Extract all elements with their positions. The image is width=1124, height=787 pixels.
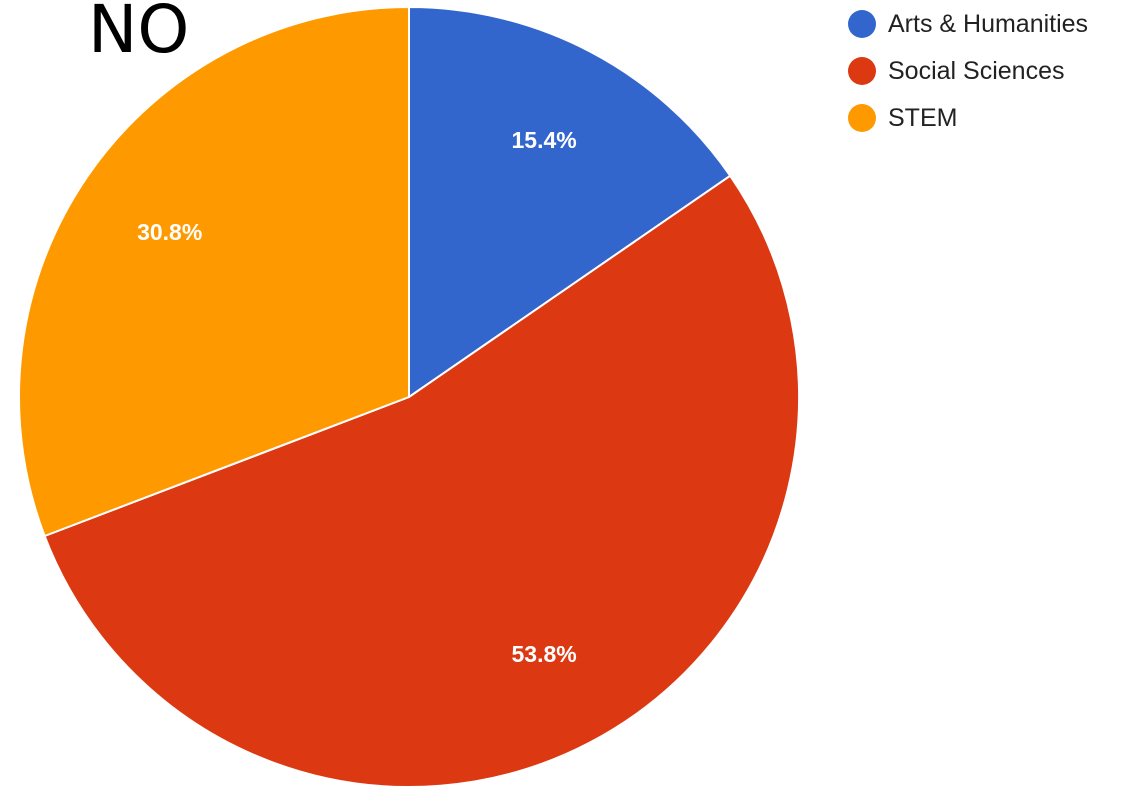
pie-slice-1 [43, 174, 800, 787]
slice-value-label-0: 15.4% [511, 127, 576, 153]
legend-swatch-0 [848, 10, 876, 38]
legend-swatch-2 [848, 104, 876, 132]
legend-label-0: Arts & Humanities [888, 10, 1088, 38]
slice-value-label-1: 53.8% [511, 641, 576, 667]
pie-value-labels: 15.4% 53.8% 30.8% [137, 127, 577, 667]
pie-slice-0 [408, 5, 732, 399]
heading-text: NO [88, 0, 189, 68]
legend-label-1: Social Sciences [888, 57, 1064, 85]
pie-slices [18, 5, 800, 787]
slice-value-label-2: 30.8% [137, 219, 202, 245]
legend-label-2: STEM [888, 104, 957, 132]
legend-swatch-1 [848, 57, 876, 85]
legend: Arts & Humanities Social Sciences STEM [848, 10, 1088, 132]
pie-slice-2 [18, 5, 410, 538]
